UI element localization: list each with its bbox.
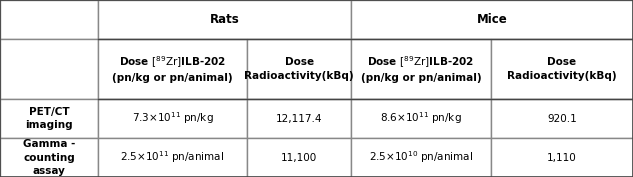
Bar [0,138,98,177]
Text: Rats: Rats [210,13,239,26]
Bar [351,0,633,39]
Text: PET/CT
imaging: PET/CT imaging [25,107,73,130]
Text: $7.3{\times}10^{11}$ pn/kg: $7.3{\times}10^{11}$ pn/kg [132,111,213,127]
Text: 11,100: 11,100 [281,153,317,162]
Text: Gamma -
counting
assay: Gamma - counting assay [23,139,75,176]
Text: Dose
Radioactivity(kBq): Dose Radioactivity(kBq) [244,57,354,81]
Bar [351,39,491,99]
Text: Mice: Mice [477,13,508,26]
Text: Dose
Radioactivity(kBq): Dose Radioactivity(kBq) [507,57,617,81]
Bar [351,99,491,138]
Text: 920.1: 920.1 [547,114,577,124]
Text: $2.5{\times}10^{11}$ pn/animal: $2.5{\times}10^{11}$ pn/animal [120,150,225,165]
Bar [98,0,351,39]
Bar [247,99,351,138]
Text: Dose $[^{89}{\rm Zr}]$ILB-202
(pn/kg or pn/animal): Dose $[^{89}{\rm Zr}]$ILB-202 (pn/kg or … [112,55,233,83]
Bar [0,0,98,39]
Bar [0,99,98,138]
Bar [98,99,247,138]
Bar [247,138,351,177]
Text: 12,117.4: 12,117.4 [276,114,322,124]
Bar [247,39,351,99]
Text: Dose $[^{89}{\rm Zr}]$ILB-202
(pn/kg or pn/animal): Dose $[^{89}{\rm Zr}]$ILB-202 (pn/kg or … [361,55,481,83]
Bar [98,39,247,99]
Bar [491,99,633,138]
Text: $8.6{\times}10^{11}$ pn/kg: $8.6{\times}10^{11}$ pn/kg [380,111,462,127]
Bar [351,138,491,177]
Bar [0,39,98,99]
Text: 1,110: 1,110 [547,153,577,162]
Bar [98,138,247,177]
Bar [491,138,633,177]
Text: $2.5{\times}10^{10}$ pn/animal: $2.5{\times}10^{10}$ pn/animal [369,150,473,165]
Bar [491,39,633,99]
